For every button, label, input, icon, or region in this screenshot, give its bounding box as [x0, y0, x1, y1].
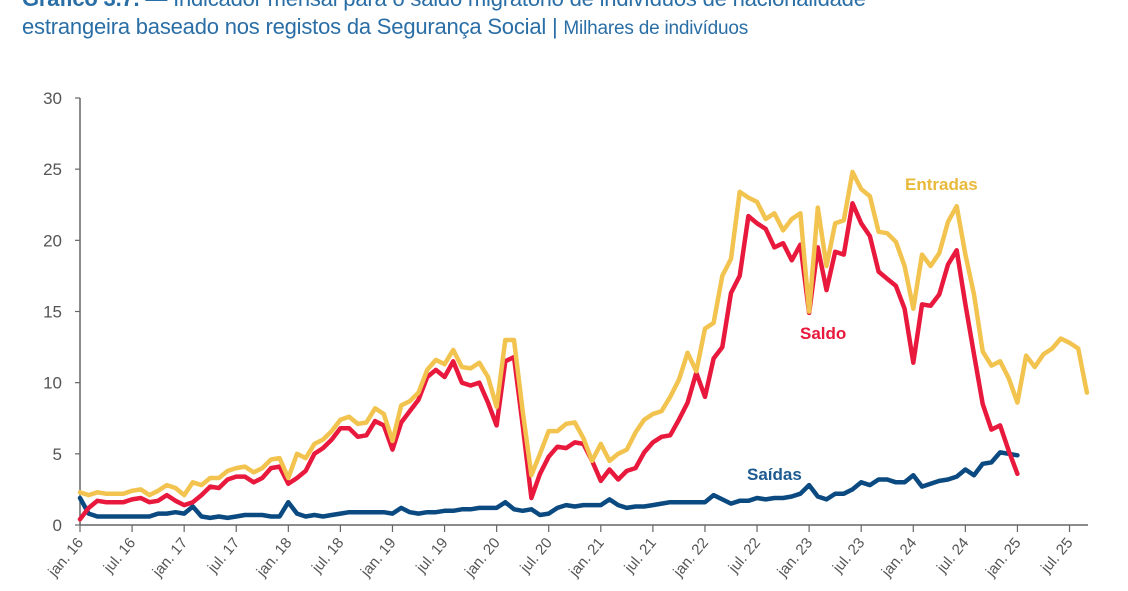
- series-line-entradas: [77, 169, 1090, 498]
- title-text-line1: Indicador mensal para o saldo migratório…: [173, 0, 866, 11]
- x-tick-label: jul. 21: [621, 535, 660, 577]
- y-tick-label: 0: [53, 516, 62, 535]
- x-tick-label: jan. 24: [878, 535, 921, 581]
- x-tick-label: jan. 22: [669, 535, 712, 581]
- x-tick-label: jul. 16: [100, 535, 139, 577]
- x-tick-label: jan. 19: [357, 535, 400, 581]
- y-tick-label: 30: [43, 89, 62, 108]
- series-label-saldo: Saldo: [800, 324, 846, 343]
- x-tick-label: jul. 19: [412, 535, 451, 577]
- title-separator: |: [551, 14, 558, 39]
- x-tick-label: jul. 18: [308, 535, 347, 577]
- x-tick-label: jul. 23: [829, 535, 868, 577]
- figure-number: Gráfico 3.7.: [22, 0, 140, 11]
- x-tick-label: jan. 18: [253, 535, 296, 581]
- y-tick-label: 15: [43, 303, 62, 322]
- chart-title-line2: estrangeira baseado nos registos da Segu…: [22, 14, 748, 40]
- x-tick-label: jul. 24: [933, 535, 972, 577]
- series-lines: [77, 169, 1090, 522]
- chart-title-line1: Gráfico 3.7. — Indicador mensal para o s…: [22, 0, 866, 12]
- series-label-saidas: Saídas: [747, 465, 802, 484]
- y-tick-label: 20: [43, 231, 62, 250]
- series-line-saldo: [77, 201, 1020, 522]
- x-tick-label: jan. 23: [774, 535, 817, 581]
- series-label-entradas: Entradas: [905, 175, 978, 194]
- unit-label: Milhares de indivíduos: [563, 18, 749, 39]
- x-tick-label: jan. 16: [44, 535, 87, 581]
- x-tick-label: jul. 25: [1037, 535, 1076, 577]
- x-tick-label: jan. 20: [461, 535, 504, 581]
- x-tick-label: jul. 17: [204, 535, 243, 577]
- y-tick-label: 25: [43, 160, 62, 179]
- x-tick-label: jan. 17: [149, 535, 192, 581]
- x-tick-label: jul. 20: [516, 535, 555, 577]
- series-line-saidas: [77, 450, 1020, 521]
- x-tick-label: jul. 22: [725, 535, 764, 577]
- y-tick-label: 10: [43, 374, 62, 393]
- x-tick-label: jan. 21: [565, 535, 608, 581]
- x-tick-label: jan. 25: [982, 535, 1025, 581]
- title-text-line2: estrangeira baseado nos registos da Segu…: [22, 14, 547, 39]
- y-tick-label: 5: [53, 445, 62, 464]
